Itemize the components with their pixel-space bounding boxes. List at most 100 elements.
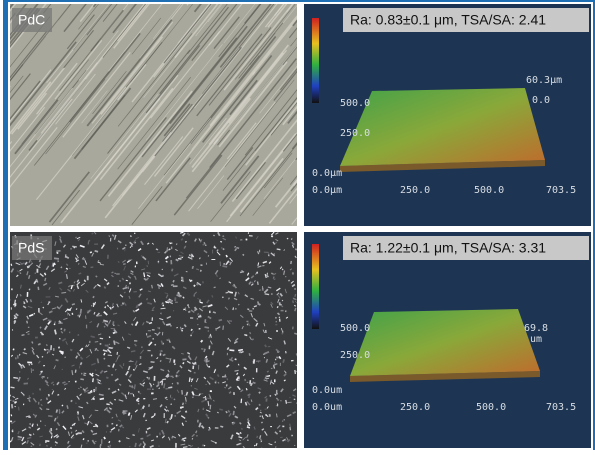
texture-mark: [54, 258, 59, 259]
texture-mark: [277, 249, 281, 250]
texture-mark: [95, 387, 96, 391]
texture-mark: [75, 370, 76, 373]
texture-mark: [146, 273, 150, 274]
y-axis-label: 0.0μm: [312, 168, 342, 179]
texture-mark: [153, 384, 154, 385]
texture-mark: [54, 322, 55, 323]
texture-mark: [254, 306, 257, 307]
texture-mark: [57, 252, 59, 253]
texture-mark: [109, 336, 110, 337]
texture-mark: [34, 313, 35, 314]
texture-mark: [110, 445, 111, 448]
x-axis-label: 250.0: [400, 402, 430, 413]
texture-mark: [171, 414, 172, 419]
texture-mark: [10, 421, 11, 422]
texture-mark: [191, 329, 192, 331]
texture-mark: [226, 255, 227, 257]
texture-mark: [119, 441, 121, 442]
texture-mark: [152, 310, 154, 311]
texture-mark: [132, 246, 133, 247]
texture-mark: [138, 391, 139, 393]
texture-mark: [295, 370, 296, 374]
texture-mark: [55, 296, 59, 297]
texture-mark: [109, 344, 110, 345]
texture-mark: [204, 349, 205, 352]
texture-mark: [113, 303, 114, 306]
texture-mark: [134, 384, 135, 389]
texture-mark: [188, 445, 190, 446]
texture-mark: [115, 273, 116, 274]
texture-mark: [41, 371, 43, 372]
texture-mark: [183, 447, 187, 448]
texture-mark: [185, 403, 186, 404]
texture-mark: [239, 436, 240, 437]
texture-mark: [93, 296, 94, 298]
texture-mark: [164, 383, 165, 388]
texture-mark: [12, 404, 13, 408]
texture-mark: [238, 350, 243, 351]
texture-mark: [158, 327, 159, 328]
texture-mark: [188, 311, 190, 312]
texture-mark: [43, 307, 44, 308]
texture-mark: [235, 342, 238, 343]
texture-mark: [181, 280, 182, 281]
texture-mark: [104, 437, 105, 439]
texture-mark: [15, 300, 16, 305]
texture-mark: [152, 389, 153, 390]
texture-mark: [78, 388, 79, 389]
texture-mark: [183, 403, 184, 405]
texture-mark: [124, 292, 125, 293]
texture-mark: [236, 248, 239, 249]
texture-mark: [144, 272, 145, 277]
texture-mark: [78, 335, 79, 336]
texture-mark: [169, 249, 171, 250]
texture-mark: [118, 261, 119, 262]
texture-mark: [194, 285, 195, 287]
texture-mark: [50, 430, 51, 433]
texture-mark: [229, 292, 233, 293]
color-bar: [312, 18, 319, 103]
texture-mark: [267, 371, 269, 372]
x-axis-label: 0.0μm: [312, 185, 342, 196]
x-axis-label: 500.0: [476, 402, 506, 413]
texture-mark: [68, 286, 70, 287]
texture-mark: [70, 350, 72, 351]
texture-mark: [238, 304, 239, 305]
texture-mark: [75, 237, 76, 238]
texture-mark: [127, 347, 130, 348]
texture-mark: [220, 278, 221, 279]
texture-mark: [14, 320, 15, 322]
texture-mark: [29, 434, 31, 435]
texture-mark: [100, 399, 104, 400]
texture-mark: [203, 244, 206, 245]
texture-mark: [276, 317, 277, 318]
texture-mark: [40, 327, 41, 329]
texture-mark: [183, 362, 184, 364]
texture-mark: [212, 295, 213, 297]
texture-mark: [274, 279, 276, 280]
texture-mark: [204, 445, 205, 446]
texture-mark: [133, 369, 134, 370]
texture-mark: [162, 269, 163, 270]
texture-mark: [89, 240, 90, 241]
texture-mark: [96, 276, 97, 277]
texture-mark: [47, 398, 48, 400]
texture-mark: [290, 427, 291, 430]
texture-mark: [265, 294, 269, 295]
texture-mark: [112, 272, 114, 273]
texture-mark: [105, 306, 106, 308]
texture-mark: [184, 395, 185, 396]
texture-mark: [194, 310, 195, 311]
x-axis-label: 250.0: [400, 185, 430, 196]
texture-mark: [128, 392, 129, 395]
texture-mark: [49, 394, 50, 396]
texture-mark: [21, 366, 22, 369]
y-axis-label: 250.0: [340, 128, 370, 139]
texture-mark: [218, 374, 219, 376]
texture-mark: [253, 382, 256, 383]
texture-mark: [65, 254, 66, 257]
texture-mark: [218, 382, 219, 383]
texture-mark: [106, 377, 108, 378]
texture-mark: [237, 380, 240, 381]
texture-mark: [171, 285, 174, 286]
